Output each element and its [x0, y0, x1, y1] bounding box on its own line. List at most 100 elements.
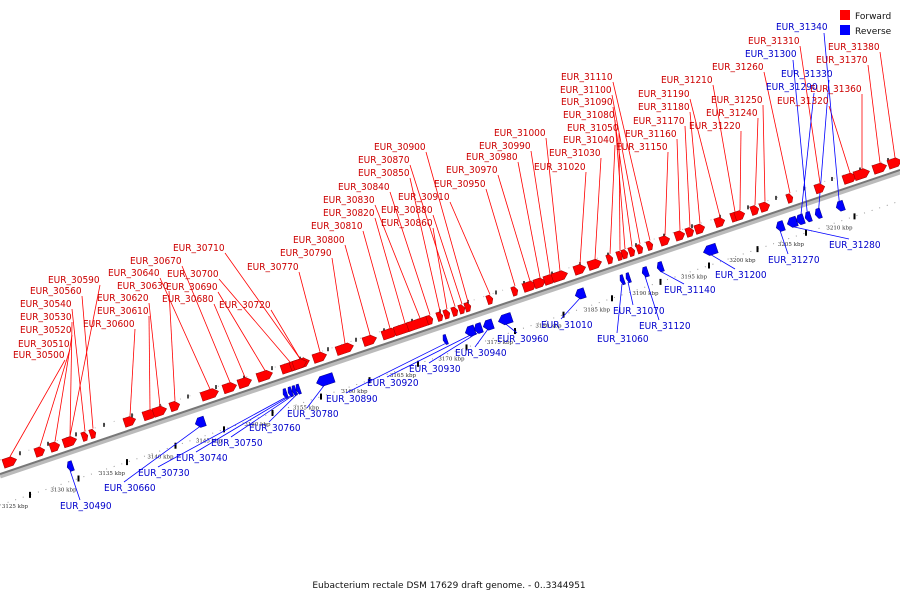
forward-gene-label: EUR_30670: [130, 256, 182, 267]
forward-gene-arrow: [463, 302, 472, 313]
reverse-gene-arrow: [316, 372, 336, 387]
reverse-gene-arrow: [804, 211, 813, 223]
forward-gene-label: EUR_30700: [167, 269, 219, 280]
reverse-gene-label: EUR_31290: [766, 82, 818, 93]
tick-label: 3175 kbp: [487, 340, 514, 346]
reverse-leader-line: [659, 270, 685, 285]
tick-label: 3125 kbp: [2, 504, 29, 510]
genome-caption: Eubacterium rectale DSM 17629 draft geno…: [312, 581, 585, 591]
forward-gene-label: EUR_30640: [108, 268, 160, 279]
reverse-leader-line: [157, 397, 286, 468]
reverse-gene-arrow: [625, 272, 632, 284]
gene-leader-lines: [9, 32, 896, 501]
forward-leader-line: [213, 303, 246, 378]
reverse-gene-arrow: [287, 386, 294, 398]
forward-leader-line: [611, 94, 641, 244]
reverse-leader-line: [428, 332, 479, 364]
backbone-line: [0, 169, 900, 475]
reverse-gene-label: EUR_30740: [176, 453, 228, 464]
forward-gene-arrow: [485, 294, 494, 306]
forward-gene-arrow: [221, 382, 237, 395]
reverse-gene-label: EUR_31070: [613, 306, 665, 317]
forward-gene-arrow: [886, 157, 900, 170]
forward-gene-label: EUR_30950: [434, 179, 486, 190]
forward-leader-line: [69, 321, 73, 437]
forward-leader-line: [517, 161, 541, 278]
tick-label: 3185 kbp: [584, 307, 611, 313]
forward-leader-line: [497, 174, 531, 282]
forward-leader-line: [739, 130, 742, 211]
forward-gene-arrow: [871, 162, 887, 175]
forward-gene-label: EUR_30870: [358, 155, 410, 166]
forward-gene-label: EUR_31040: [563, 135, 615, 146]
forward-leader-line: [689, 98, 721, 217]
reverse-gene-arrow: [482, 318, 495, 331]
forward-gene-label: EUR_31190: [638, 89, 690, 100]
forward-leader-line: [344, 244, 371, 336]
forward-leader-line: [432, 227, 448, 310]
forward-gene-label: EUR_31320: [777, 96, 829, 107]
forward-leader-line: [71, 308, 86, 432]
forward-gene-label: EUR_30820: [323, 208, 375, 219]
forward-gene-arrow: [605, 254, 614, 265]
forward-gene-label: EUR_30560: [30, 286, 82, 297]
forward-leader-line: [298, 271, 321, 353]
reverse-gene-label: EUR_30490: [60, 501, 112, 512]
forward-leader-line: [425, 151, 469, 303]
forward-leader-line: [362, 230, 391, 329]
forward-gene-arrow: [510, 286, 519, 297]
forward-leader-line: [612, 106, 633, 247]
forward-gene-arrow: [122, 416, 137, 428]
forward-gene-label: EUR_31180: [638, 102, 690, 113]
forward-leader-line: [218, 278, 291, 363]
reverse-leader-line: [386, 334, 471, 378]
reverse-gene-arrow: [814, 207, 823, 219]
forward-gene-arrow: [758, 201, 771, 213]
reverse-gene-label: EUR_30780: [287, 409, 339, 420]
forward-gene-label: EUR_30520: [20, 325, 72, 336]
tick-label: 3155 kbp: [293, 406, 320, 412]
forward-gene-label: EUR_31160: [625, 129, 677, 140]
forward-leader-line: [799, 45, 821, 184]
forward-leader-line: [54, 334, 73, 442]
forward-leader-line: [485, 188, 516, 287]
legend-forward-swatch: [840, 10, 850, 20]
reverse-gene-label: EUR_30940: [455, 348, 507, 359]
forward-gene-arrow: [311, 351, 327, 364]
forward-gene-arrow: [749, 205, 760, 216]
reverse-gene-label: EUR_30960: [497, 334, 549, 345]
forward-gene-arrow: [550, 270, 568, 283]
reverse-leader-line: [644, 276, 660, 321]
forward-gene-label: EUR_31020: [534, 162, 586, 173]
forward-gene-arrow: [151, 405, 167, 418]
reverse-gene-label: EUR_30660: [104, 483, 156, 494]
forward-gene-label: EUR_31220: [689, 121, 741, 132]
forward-gene-label: EUR_30710: [173, 243, 225, 254]
forward-gene-label: EUR_30990: [479, 141, 531, 152]
forward-gene-arrow: [442, 309, 451, 320]
forward-gene-label: EUR_30830: [323, 195, 375, 206]
forward-gene-label: EUR_30610: [97, 306, 149, 317]
forward-gene-arrow: [645, 240, 654, 251]
forward-gene-arrow: [334, 342, 354, 356]
reverse-leader-line: [504, 323, 518, 334]
forward-gene-label: EUR_31050: [567, 123, 619, 134]
forward-gene-label: EUR_30850: [358, 168, 410, 179]
tick-label: 3140 kbp: [147, 455, 174, 461]
forward-leader-line: [867, 64, 881, 163]
reverse-gene-arrow: [795, 213, 806, 226]
forward-gene-arrow: [658, 235, 671, 247]
forward-gene-arrow: [684, 227, 695, 238]
reverse-gene-label: EUR_31060: [597, 334, 649, 345]
tick-label: 3180 kbp: [535, 324, 562, 330]
forward-leader-line: [148, 302, 161, 406]
reverse-leader-line: [709, 253, 736, 270]
forward-gene-arrow: [199, 388, 219, 402]
forward-gene-arrow: [61, 436, 77, 449]
forward-gene-arrow: [80, 431, 89, 442]
forward-gene-label: EUR_30790: [280, 248, 332, 259]
forward-gene-arrow: [361, 334, 377, 347]
forward-gene-label: EUR_31000: [494, 128, 546, 139]
